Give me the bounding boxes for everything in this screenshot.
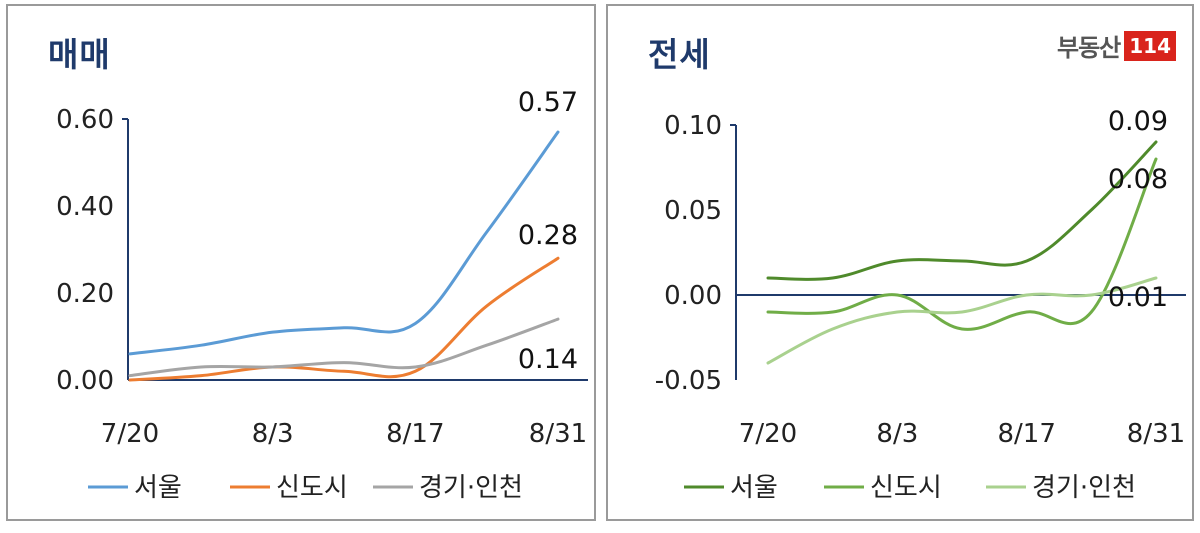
- series-line-2: [766, 276, 1158, 365]
- x-tick-label: 8/3: [252, 419, 294, 449]
- jeonse-chart-title: 전세: [648, 35, 711, 74]
- legend-label: 경기·인천: [419, 473, 523, 503]
- sales-chart-panel: 매매 0.00 0.20 0.40 0.60 7/20 8/3 8/17 8/31 0.57 0.…: [6, 4, 596, 521]
- end-value-label: 0.14: [518, 344, 578, 375]
- y-tick-label: 0.10: [664, 111, 722, 141]
- legend-label: 서울: [730, 473, 778, 503]
- y-tick-label: 0.00: [56, 366, 114, 396]
- legend-label: 서울: [134, 473, 182, 503]
- legend-label: 신도시: [276, 473, 348, 503]
- end-value-label: 0.57: [518, 87, 578, 118]
- y-tick-label: 0.20: [56, 279, 114, 309]
- x-tick-label: 7/20: [739, 419, 797, 449]
- series-line-0: [128, 130, 560, 356]
- legend-label: 경기·인천: [1032, 473, 1136, 503]
- series-line-0: [766, 140, 1158, 281]
- end-value-label: 0.01: [1108, 282, 1168, 313]
- y-tick-label: 0.60: [56, 105, 114, 135]
- x-tick-label: 7/20: [101, 419, 159, 449]
- brand-logo-text: 부동산: [1057, 34, 1121, 62]
- legend-label: 신도시: [870, 473, 942, 503]
- series-line-1: [766, 157, 1158, 331]
- end-value-label: 0.08: [1108, 164, 1168, 195]
- x-tick-label: 8/3: [876, 419, 918, 449]
- brand-logo: 부동산 114: [1057, 28, 1176, 63]
- brand-logo-number: 114: [1124, 30, 1176, 61]
- end-value-label: 0.09: [1108, 106, 1168, 137]
- x-tick-label: 8/17: [386, 419, 444, 449]
- y-tick-label: -0.05: [655, 366, 722, 396]
- sales-line-chart: 0.00 0.20 0.40 0.60 7/20 8/3 8/17 8/31 0.57 0.28 0…: [56, 87, 588, 503]
- x-tick-label: 8/31: [1127, 419, 1185, 449]
- y-tick-label: 0.05: [664, 196, 722, 226]
- x-tick-label: 8/31: [529, 419, 587, 449]
- y-tick-label: 0.40: [56, 192, 114, 222]
- end-value-label: 0.28: [518, 220, 578, 251]
- jeonse-line-chart: -0.05 0.00 0.05 0.10 7/20 8/3 8/17 8/31 0.09 0.08…: [655, 106, 1186, 503]
- y-tick-label: 0.00: [664, 281, 722, 311]
- x-tick-label: 8/17: [997, 419, 1055, 449]
- jeonse-chart-panel: 전세 부동산 114 -0.05 0.00 0.05 0.10 7/20 8/3 8/17 8…: [606, 4, 1194, 521]
- sales-chart-title: 매매: [48, 35, 111, 74]
